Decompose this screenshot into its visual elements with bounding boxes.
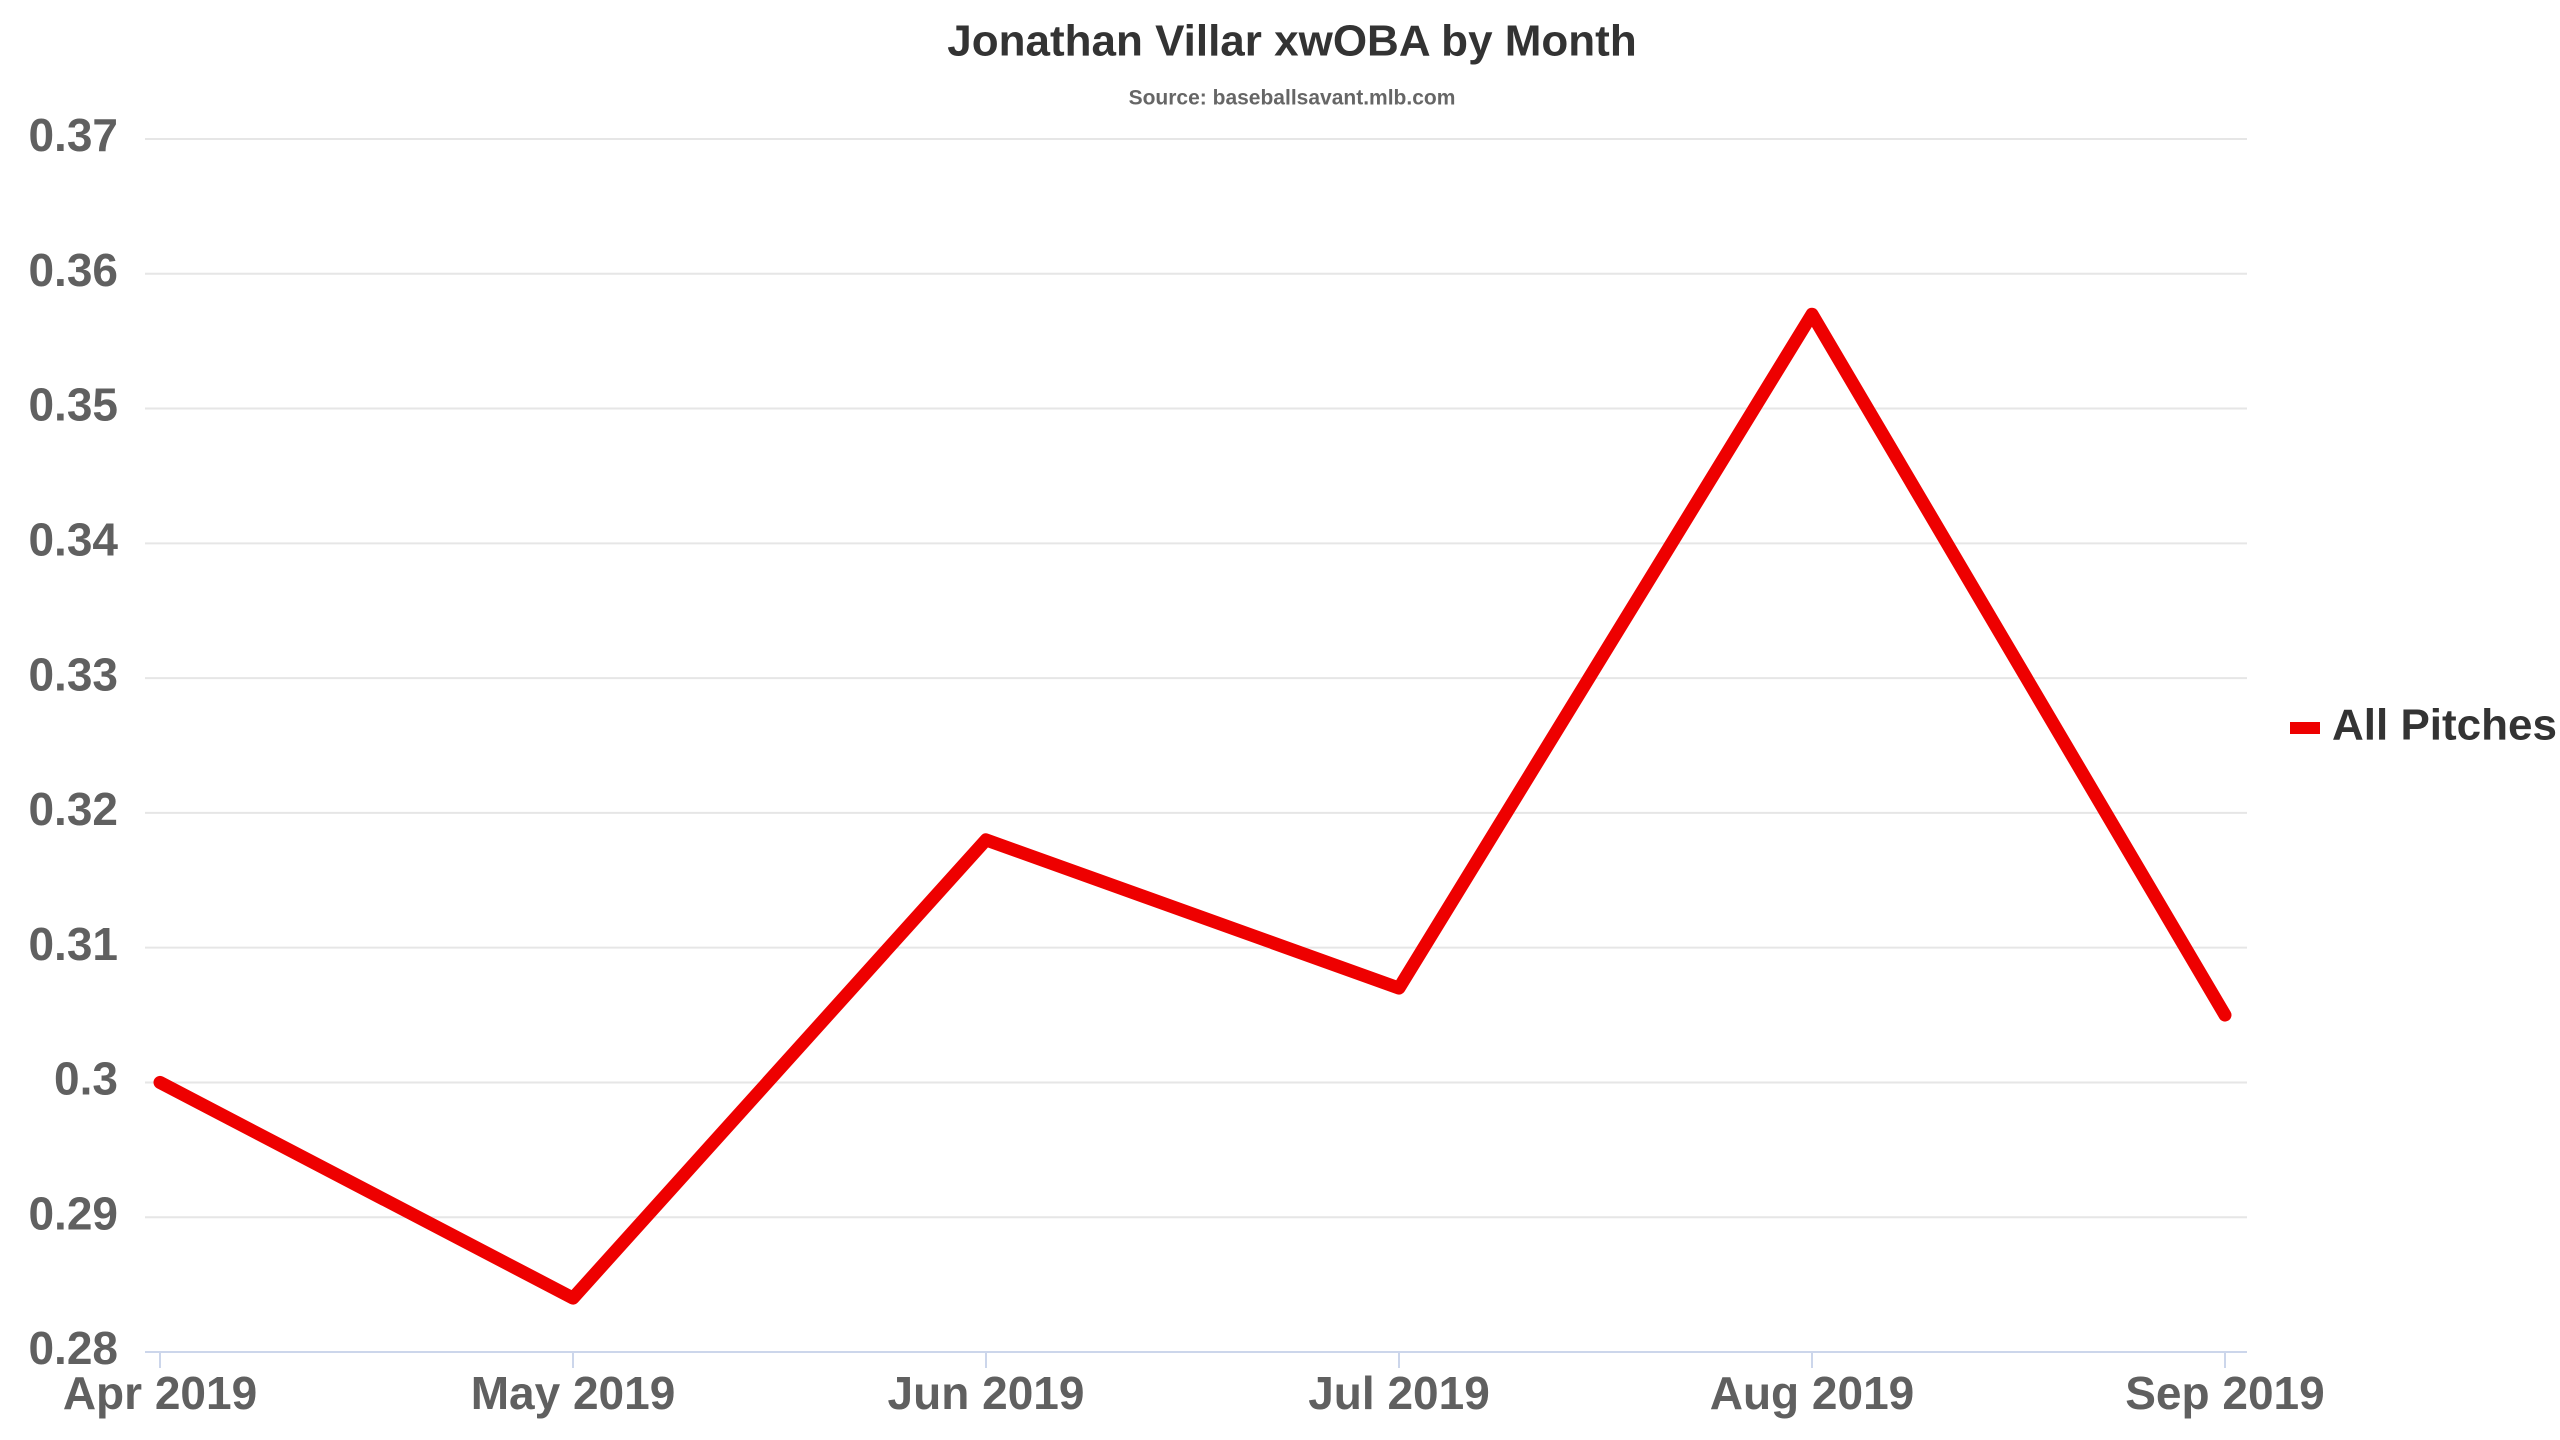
x-tick-label: May 2019 bbox=[471, 1367, 676, 1419]
x-tick-label: Sep 2019 bbox=[2125, 1367, 2324, 1419]
y-tick-label: 0.28 bbox=[28, 1322, 118, 1374]
chart-subtitle: Source: baseballsavant.mlb.com bbox=[1129, 87, 1456, 110]
y-tick-label: 0.3 bbox=[54, 1053, 118, 1105]
y-tick-label: 0.37 bbox=[28, 109, 118, 161]
x-tick-label: Jul 2019 bbox=[1308, 1367, 1490, 1419]
y-tick-label: 0.29 bbox=[28, 1187, 118, 1239]
data-line bbox=[153, 307, 2232, 1305]
y-tick-label: 0.36 bbox=[28, 244, 118, 296]
x-tick-label: Jun 2019 bbox=[888, 1367, 1085, 1419]
legend-label: All Pitches bbox=[2332, 701, 2557, 750]
y-tick-label: 0.32 bbox=[28, 783, 118, 835]
x-tick-label: Apr 2019 bbox=[63, 1367, 257, 1419]
y-tick-label: 0.31 bbox=[28, 918, 118, 970]
chart-title: Jonathan Villar xwOBA by Month bbox=[947, 17, 1636, 66]
x-tick-label: Aug 2019 bbox=[1710, 1367, 1915, 1419]
y-tick-label: 0.35 bbox=[28, 379, 118, 431]
y-tick-label: 0.34 bbox=[28, 513, 118, 565]
y-tick-label: 0.33 bbox=[28, 648, 118, 700]
